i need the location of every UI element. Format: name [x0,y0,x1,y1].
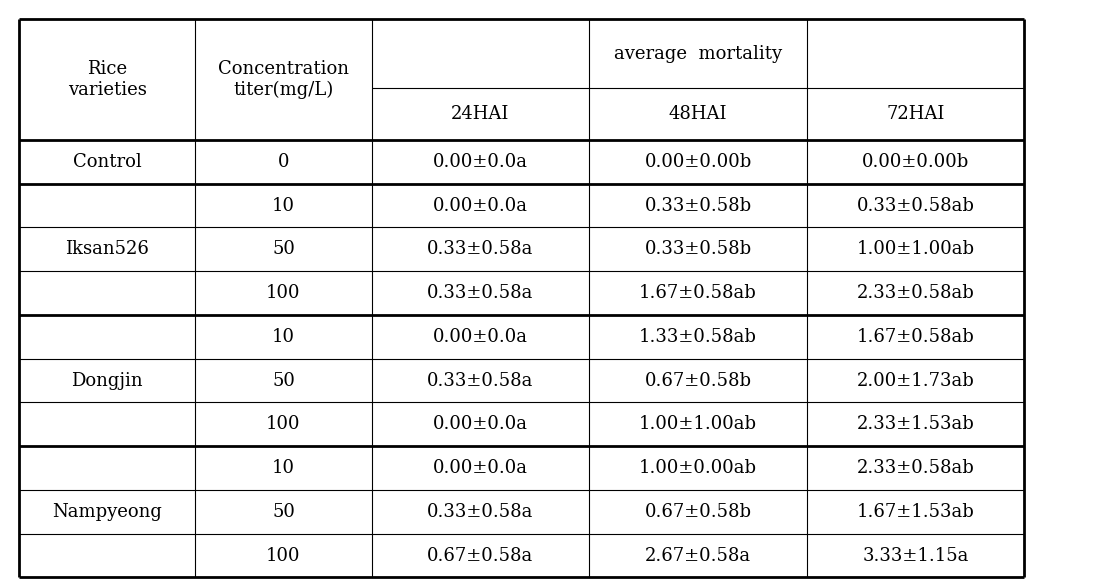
Text: Nampyeong: Nampyeong [52,503,162,521]
Text: 50: 50 [272,240,295,258]
Text: 2.33±0.58ab: 2.33±0.58ab [857,284,974,302]
Text: 1.67±0.58ab: 1.67±0.58ab [639,284,757,302]
Text: 0.00±0.0a: 0.00±0.0a [433,196,528,215]
Text: 3.33±1.15a: 3.33±1.15a [863,546,969,564]
Text: 1.00±1.00ab: 1.00±1.00ab [639,415,757,433]
Text: Rice
varieties: Rice varieties [68,60,146,99]
Text: 0: 0 [278,153,289,171]
Text: 2.33±0.58ab: 2.33±0.58ab [857,459,974,477]
Text: 0.33±0.58b: 0.33±0.58b [645,196,751,215]
Text: 0.67±0.58a: 0.67±0.58a [427,546,533,564]
Text: 0.67±0.58b: 0.67±0.58b [645,372,751,390]
Text: 0.00±0.0a: 0.00±0.0a [433,153,528,171]
Text: 10: 10 [272,459,295,477]
Text: 50: 50 [272,372,295,390]
Text: 2.33±1.53ab: 2.33±1.53ab [857,415,974,433]
Text: 0.00±0.0a: 0.00±0.0a [433,328,528,346]
Text: 10: 10 [272,196,295,215]
Text: 0.00±0.0a: 0.00±0.0a [433,415,528,433]
Text: 100: 100 [267,415,300,433]
Text: 1.33±0.58ab: 1.33±0.58ab [639,328,757,346]
Text: 0.00±0.00b: 0.00±0.00b [862,153,970,171]
Text: 2.67±0.58a: 2.67±0.58a [645,546,751,564]
Text: Control: Control [73,153,142,171]
Text: 1.00±0.00ab: 1.00±0.00ab [639,459,757,477]
Text: 0.67±0.58b: 0.67±0.58b [645,503,751,521]
Text: 1.67±1.53ab: 1.67±1.53ab [857,503,974,521]
Text: 10: 10 [272,328,295,346]
Text: 0.33±0.58ab: 0.33±0.58ab [857,196,974,215]
Text: Dongjin: Dongjin [71,372,143,390]
Text: 0.00±0.0a: 0.00±0.0a [433,459,528,477]
Text: 0.00±0.00b: 0.00±0.00b [644,153,752,171]
Text: 50: 50 [272,503,295,521]
Text: Iksan526: Iksan526 [65,240,150,258]
Text: average  mortality: average mortality [614,45,782,62]
Text: 1.00±1.00ab: 1.00±1.00ab [857,240,974,258]
Text: 1.67±0.58ab: 1.67±0.58ab [857,328,974,346]
Text: 100: 100 [267,546,300,564]
Text: 48HAI: 48HAI [668,105,728,123]
Text: 24HAI: 24HAI [451,105,510,123]
Text: Concentration
titer(mg/L): Concentration titer(mg/L) [218,60,349,99]
Text: 2.00±1.73ab: 2.00±1.73ab [857,372,974,390]
Text: 100: 100 [267,284,300,302]
Text: 0.33±0.58b: 0.33±0.58b [645,240,751,258]
Text: 0.33±0.58a: 0.33±0.58a [427,284,533,302]
Text: 72HAI: 72HAI [886,105,945,123]
Text: 0.33±0.58a: 0.33±0.58a [427,372,533,390]
Text: 0.33±0.58a: 0.33±0.58a [427,240,533,258]
Text: 0.33±0.58a: 0.33±0.58a [427,503,533,521]
